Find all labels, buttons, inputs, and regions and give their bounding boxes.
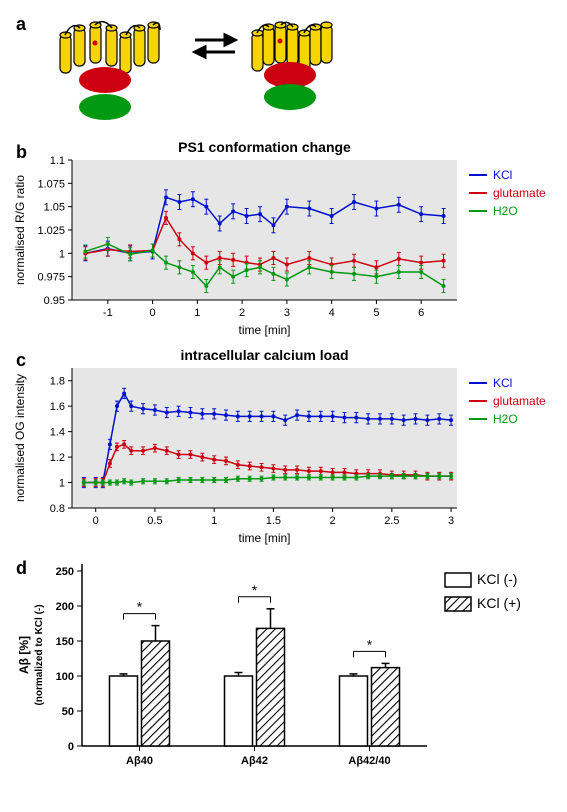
svg-text:Aβ42: Aβ42 (241, 755, 268, 767)
svg-text:50: 50 (62, 706, 74, 718)
panel-d-label: d (16, 558, 27, 579)
svg-text:1.1: 1.1 (50, 155, 65, 167)
svg-text:150: 150 (56, 636, 74, 648)
panel-b-chart: PS1 conformation change 0.95 0.975 1 1.025 1.… (10, 138, 557, 338)
svg-text:*: * (252, 582, 258, 598)
svg-text:*: * (367, 636, 373, 652)
svg-text:4: 4 (329, 307, 335, 319)
svg-text:normalised OG intensity: normalised OG intensity (13, 374, 27, 502)
chart-title: PS1 conformation change (178, 139, 351, 155)
svg-text:*: * (137, 599, 143, 615)
svg-text:Aβ [%]: Aβ [%] (17, 636, 31, 674)
svg-text:6: 6 (418, 307, 424, 319)
svg-text:1.075: 1.075 (37, 178, 65, 190)
svg-text:1.025: 1.025 (37, 225, 65, 237)
svg-text:0: 0 (93, 515, 99, 527)
svg-text:1.2: 1.2 (50, 452, 65, 464)
svg-text:time [min]: time [min] (238, 531, 290, 545)
legend-item: glutamate (493, 186, 546, 200)
svg-text:1: 1 (59, 248, 65, 260)
panel-c: c intracellular calcium load 0.8 1 1.2 1.4 1.… (10, 346, 567, 546)
panel-d-chart: 0 50 100 150 200 250 Aβ [%](normalized to KCl … (10, 554, 557, 784)
svg-text:normalised R/G ratio: normalised R/G ratio (13, 175, 27, 285)
svg-text:time [min]: time [min] (238, 323, 290, 337)
svg-text:1.4: 1.4 (50, 427, 65, 439)
svg-text:0.8: 0.8 (50, 503, 65, 515)
panel-b: b PS1 conformation change 0.95 0.975 1 1.025… (10, 138, 567, 338)
legend-item: glutamate (493, 394, 546, 408)
panel-c-chart: intracellular calcium load 0.8 1 1.2 1.4 1.6 1… (10, 346, 557, 546)
svg-text:1.5: 1.5 (266, 515, 281, 527)
svg-text:100: 100 (56, 671, 74, 683)
panel-a: a (10, 10, 567, 130)
svg-text:250: 250 (56, 566, 74, 578)
legend-item: H2O (493, 204, 518, 218)
svg-text:Aβ42/40: Aβ42/40 (348, 755, 390, 767)
svg-text:0: 0 (150, 307, 156, 319)
panel-a-diagram (30, 10, 370, 130)
svg-text:5: 5 (373, 307, 379, 319)
panel-d: d 0 50 100 150 200 250 Aβ [%](normalized to KC… (10, 554, 567, 784)
chart-title: intracellular calcium load (180, 347, 348, 363)
svg-text:0.95: 0.95 (44, 295, 65, 307)
svg-text:(normalized to KCl (-): (normalized to KCl (-) (34, 604, 45, 705)
svg-text:0: 0 (68, 741, 74, 753)
legend-item: H2O (493, 412, 518, 426)
svg-text:1: 1 (211, 515, 217, 527)
svg-text:Aβ40: Aβ40 (126, 755, 153, 767)
legend-item: KCl (493, 376, 512, 390)
svg-text:1: 1 (194, 307, 200, 319)
svg-text:0.975: 0.975 (37, 272, 65, 284)
svg-text:2.5: 2.5 (384, 515, 399, 527)
svg-text:2: 2 (330, 515, 336, 527)
panel-b-label: b (16, 142, 27, 163)
panel-c-label: c (16, 350, 26, 371)
legend-item: KCl (-) (477, 571, 517, 587)
svg-text:1.8: 1.8 (50, 376, 65, 388)
svg-text:1.05: 1.05 (44, 202, 65, 214)
svg-text:2: 2 (239, 307, 245, 319)
svg-text:200: 200 (56, 601, 74, 613)
svg-text:1.6: 1.6 (50, 401, 65, 413)
legend-item: KCl (+) (477, 595, 521, 611)
panel-a-label: a (16, 14, 26, 35)
svg-text:1: 1 (59, 478, 65, 490)
svg-text:3: 3 (448, 515, 454, 527)
svg-text:3: 3 (284, 307, 290, 319)
legend-item: KCl (493, 168, 512, 182)
svg-text:0.5: 0.5 (147, 515, 162, 527)
svg-text:-1: -1 (103, 307, 113, 319)
